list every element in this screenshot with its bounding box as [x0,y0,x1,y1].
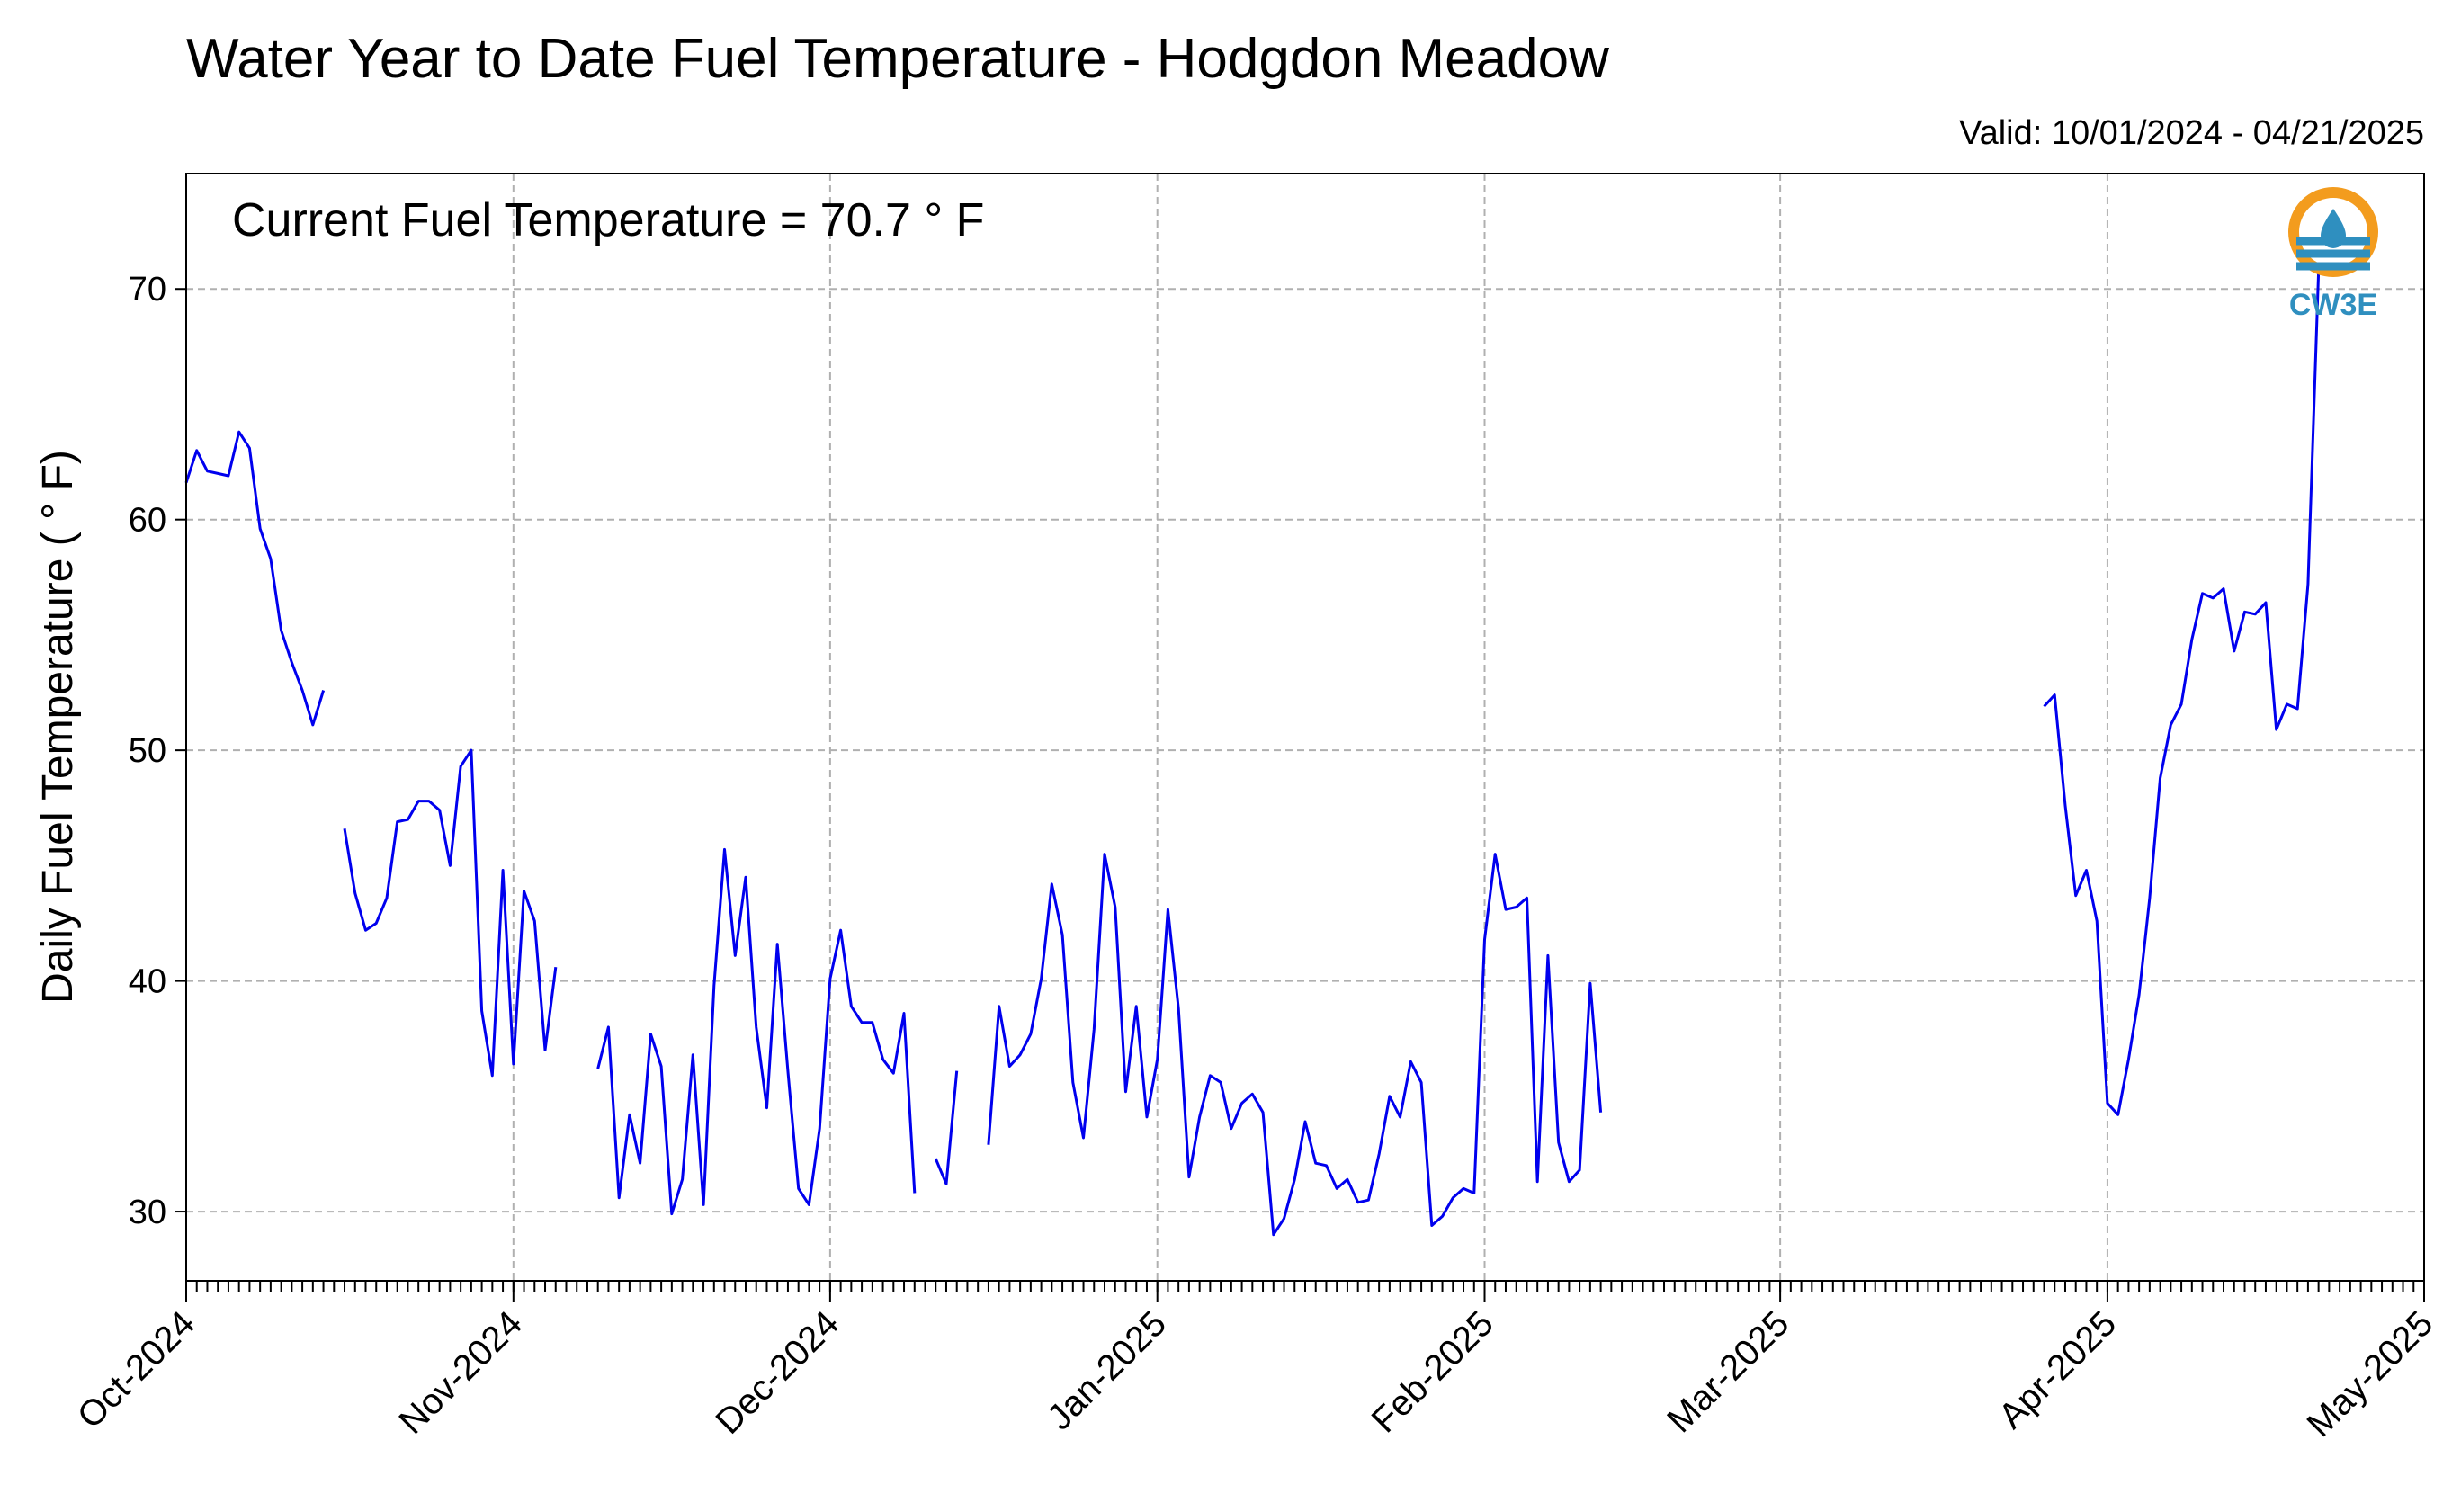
valid-range: Valid: 10/01/2024 - 04/21/2025 [1959,114,2424,152]
y-tick-label: 60 [129,502,166,540]
x-tick-label: Nov-2024 [391,1303,530,1442]
y-tick-label: 30 [129,1194,166,1231]
y-axis-label: Daily Fuel Temperature ( ° F) [34,450,82,1004]
x-tick-label: May-2025 [2299,1303,2440,1445]
fuel-temperature-line [2043,273,2321,1116]
x-tick-label: Oct-2024 [70,1303,202,1436]
series-lines [184,273,2321,1237]
chart-title: Water Year to Date Fuel Temperature - Ho… [186,28,1609,90]
plot-frame [185,173,2425,1282]
fuel-temperature-line [343,748,558,1078]
y-tick-label: 50 [129,732,166,770]
x-tick-label: Feb-2025 [1365,1303,1501,1440]
x-tick-label: Dec-2024 [708,1303,846,1442]
axis-ticks [175,288,2425,1302]
x-tick-label: Mar-2025 [1660,1303,1796,1440]
logo-drop-icon [2321,209,2346,248]
x-tick-labels: Oct-2024 Nov-2024 Dec-2024 Jan-2025 Feb-2025… [70,1303,2440,1445]
logo-text: CW3E [2289,288,2377,322]
y-tick-labels: 30 40 50 60 70 [129,271,166,1231]
fuel-temperature-line [596,847,917,1216]
fuel-temperature-line [934,1070,959,1185]
x-tick-label: Apr-2025 [1991,1303,2124,1436]
fuel-temperature-line [987,853,1603,1237]
y-tick-label: 70 [129,271,166,309]
current-temperature-annotation: Current Fuel Temperature = 70.7 ° F [232,194,984,246]
fuel-temperature-line [184,430,326,727]
x-tick-label: Jan-2025 [1040,1303,1174,1437]
cw3e-logo: CW3E [2288,187,2378,322]
grid-lines [185,174,2425,1281]
y-tick-label: 40 [129,963,166,1001]
